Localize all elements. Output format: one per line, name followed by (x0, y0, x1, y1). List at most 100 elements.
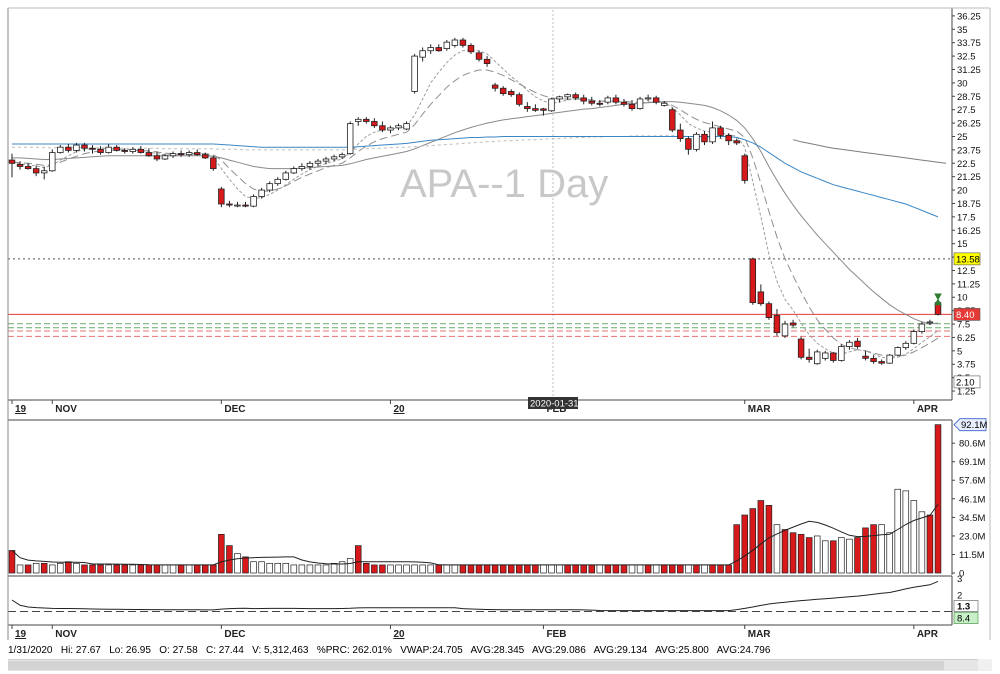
candle-body (854, 340, 861, 347)
volume-bar (862, 527, 869, 574)
candle-body (379, 125, 386, 131)
volume-bar (564, 564, 571, 574)
candle-body (661, 102, 668, 106)
volume-bar (210, 564, 217, 574)
volume-bar (274, 562, 281, 574)
candle-body (693, 133, 700, 150)
status-hi: Hi: 27.67 (60, 645, 101, 656)
candle-body (838, 346, 845, 361)
candle-body (459, 39, 467, 46)
y-tick-label: 25 (957, 132, 968, 143)
volume-bar (411, 564, 418, 574)
candle-body (669, 109, 676, 131)
last-price-marker: 8.40 (956, 310, 975, 321)
y-tick-label: 27.5 (957, 105, 976, 116)
volume-bar (290, 564, 298, 574)
candle-body (612, 97, 620, 103)
candle-body (338, 154, 346, 158)
volume-bar (435, 564, 443, 574)
level-marker: 13.58 (956, 254, 980, 265)
x-tick-label: MAR (748, 404, 772, 415)
volume-bar (926, 514, 934, 574)
y-tick-label: 28.75 (957, 92, 981, 103)
cursor-date-box (528, 397, 578, 409)
volume-bar (660, 564, 668, 574)
candle-body (620, 101, 628, 105)
candle-body (797, 338, 805, 358)
bottom-x-tick-label: DEC (224, 629, 245, 640)
y-tick-label: 6.25 (957, 333, 976, 344)
candle-body (210, 157, 217, 170)
rv-value-box-green (953, 612, 979, 624)
cursor-date-label: 2020-01-31 (530, 399, 579, 410)
volume-bar (459, 564, 467, 574)
status-vwap: VWAP:24.705 (400, 645, 463, 656)
volume-y-tick-label: 11.5M (959, 550, 985, 561)
volume-bar (338, 561, 346, 574)
candle-body (540, 108, 547, 111)
y-tick-label: 20 (957, 186, 968, 197)
candle-body (185, 152, 193, 156)
volume-y-tick-label: 69.1M (959, 457, 985, 468)
moving-average-line (792, 139, 947, 164)
candle-body (161, 155, 169, 160)
candle-body (57, 146, 64, 153)
candle-body (757, 291, 765, 305)
moving-average-line (11, 69, 939, 357)
status-volume: V: 5,312,463 (252, 645, 309, 656)
candle-body (773, 315, 781, 334)
candle-body (346, 123, 354, 155)
volume-y-tick-label: 80.6M (959, 439, 985, 450)
volume-bar (32, 562, 40, 574)
volume-bar (604, 564, 612, 574)
volume-bar (612, 564, 620, 574)
volume-bar (65, 561, 72, 574)
status-open: O: 27.58 (159, 645, 198, 656)
candle-body (355, 118, 362, 122)
candle-body (105, 146, 112, 153)
candle-body (16, 163, 24, 167)
volume-bar (854, 537, 861, 574)
y-tick-label: 31.25 (957, 65, 981, 76)
horizontal-scrollbar[interactable] (8, 659, 978, 671)
candle-body (805, 356, 813, 360)
candle-body (435, 47, 442, 52)
volume-bar (507, 564, 515, 574)
volume-bar (830, 540, 837, 574)
status-avg-2: AVG:29.086 (532, 645, 586, 656)
candle-body (290, 168, 298, 174)
x-tick-label: DEC (224, 404, 245, 415)
x-tick-label: NOV (55, 404, 77, 415)
volume-bar (516, 564, 523, 574)
volume-bar (137, 564, 145, 574)
volume-bar (475, 564, 483, 574)
y-tick-label: 23.75 (957, 145, 981, 156)
scrollbar-thumb[interactable] (8, 661, 944, 670)
volume-bar (266, 562, 273, 574)
volume-bar (532, 564, 539, 574)
price-volume-chart[interactable]: 36.253533.7532.531.253028.7527.526.25252… (0, 0, 1000, 645)
volume-bar (282, 562, 290, 574)
candle-body (395, 125, 402, 129)
status-close: C: 27.44 (205, 645, 244, 656)
candle-body (813, 351, 821, 365)
status-avg-1: AVG:28.345 (470, 645, 525, 656)
candle-body (491, 84, 499, 89)
candle-body (765, 303, 773, 319)
volume-bar (918, 511, 926, 574)
x-tick-label: FEB (546, 404, 566, 415)
volume-bar (354, 545, 362, 574)
y-tick-label: 21.25 (957, 172, 981, 183)
y-tick-label: 16.25 (957, 226, 981, 237)
volume-bar (765, 505, 773, 574)
y-tick-label: 22.5 (957, 159, 976, 170)
bottom-x-tick-label: MAR (748, 629, 772, 640)
volume-bar (177, 564, 185, 574)
volume-bar (588, 564, 596, 574)
candle-body (499, 87, 507, 95)
volume-bar (218, 533, 225, 574)
candle-body (24, 166, 32, 170)
volume-bar (73, 562, 80, 574)
y-tick-label: 35 (957, 25, 968, 36)
